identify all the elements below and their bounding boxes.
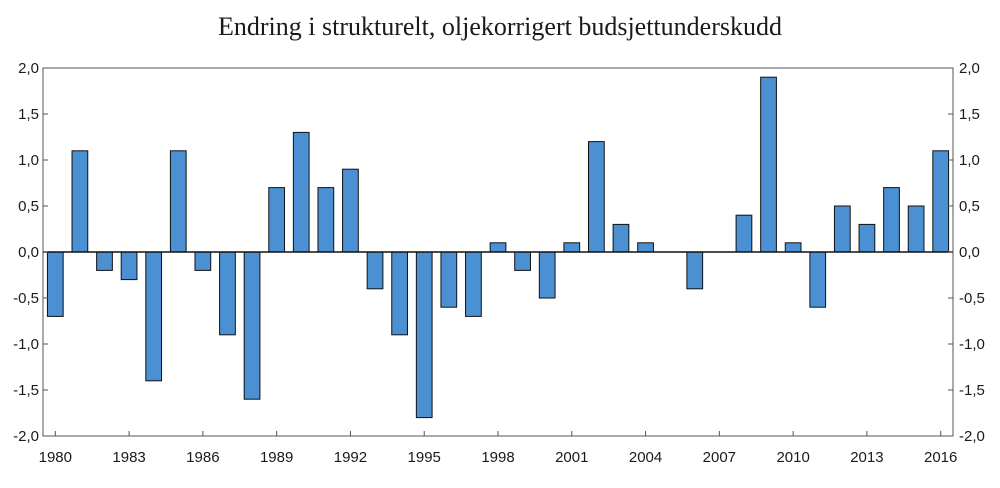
bar-2015 xyxy=(907,205,925,253)
x-tick-label-1989: 1989 xyxy=(260,449,293,466)
y-tick-label-left: 0,5 xyxy=(18,198,39,215)
bar-2011 xyxy=(809,251,827,308)
bar-1990 xyxy=(292,131,310,253)
bar-1992 xyxy=(342,168,359,253)
bar-2001 xyxy=(563,242,581,253)
bar-1985 xyxy=(169,150,187,253)
y-tick-label-right: -0,5 xyxy=(959,290,985,307)
bar-2004 xyxy=(637,242,654,253)
y-tick-label-right: -1,5 xyxy=(959,382,985,399)
x-tick-label-1995: 1995 xyxy=(408,449,441,466)
y-tick-label-left: 2,0 xyxy=(18,60,39,77)
y-tick-label-left: -2,0 xyxy=(13,428,39,445)
y-tick-label-left: 0,0 xyxy=(18,244,39,261)
y-tick-label-left: 1,0 xyxy=(18,152,39,169)
bar-2002 xyxy=(588,141,605,253)
bar-1993 xyxy=(366,251,384,290)
x-tick-label-1986: 1986 xyxy=(186,449,219,466)
bar-1987 xyxy=(219,251,236,336)
bar-1998 xyxy=(489,242,507,253)
y-tick-label-left: 1,5 xyxy=(18,106,39,123)
bar-1999 xyxy=(514,251,531,271)
y-tick-label-right: -2,0 xyxy=(959,428,985,445)
bar-1996 xyxy=(440,251,458,308)
bar-2000 xyxy=(538,251,556,299)
bars-group xyxy=(46,76,950,419)
x-tick-label-2013: 2013 xyxy=(850,449,883,466)
bar-1986 xyxy=(194,251,212,271)
bar-1983 xyxy=(120,251,138,281)
x-tick-label-1992: 1992 xyxy=(334,449,367,466)
x-tick-label-2007: 2007 xyxy=(703,449,736,466)
bar-1980 xyxy=(46,251,64,317)
y-tick-label-right: 1,5 xyxy=(959,106,980,123)
y-tick-label-right: -1,0 xyxy=(959,336,985,353)
y-tick-label-right: 1,0 xyxy=(959,152,980,169)
bar-1997 xyxy=(465,251,482,317)
bar-2009 xyxy=(760,76,777,253)
bar-2008 xyxy=(735,214,753,253)
y-tick-label-right: 0,5 xyxy=(959,198,980,215)
x-tick-label-2010: 2010 xyxy=(776,449,809,466)
x-tick-label-1998: 1998 xyxy=(481,449,514,466)
bar-2016 xyxy=(932,150,950,253)
y-tick-label-right: 2,0 xyxy=(959,60,980,77)
bar-2013 xyxy=(858,223,876,253)
bar-1982 xyxy=(96,251,113,271)
bar-1991 xyxy=(317,187,335,253)
x-tick-label-2016: 2016 xyxy=(924,449,957,466)
bar-1995 xyxy=(415,251,433,419)
bar-1984 xyxy=(145,251,163,382)
bar-1981 xyxy=(71,150,89,253)
x-axis-ticks-group: 1980 1983 1986 1989 1992 1995 1998 2001 2004 2007… xyxy=(39,431,957,466)
chart-title: Endring i strukturelt, oljekorrigert bud… xyxy=(218,12,782,41)
x-tick-label-2004: 2004 xyxy=(629,449,662,466)
x-tick-label-2001: 2001 xyxy=(555,449,588,466)
y-tick-label-left: -0,5 xyxy=(13,290,39,307)
y-axis-ticks-group: 2,0 2,0 1,5 1,5 1,0 1,0 0,5 0,5 0,0 0,0 -0,5 -0,5 -1… xyxy=(13,60,985,445)
bar-2014 xyxy=(883,187,900,253)
bar-2010 xyxy=(784,242,802,253)
bar-1989 xyxy=(268,187,286,253)
bar-2012 xyxy=(833,205,851,253)
x-tick-label-1980: 1980 xyxy=(39,449,72,466)
bar-2003 xyxy=(612,223,630,253)
bar-1988 xyxy=(243,251,261,400)
y-tick-label-left: -1,0 xyxy=(13,336,39,353)
y-tick-label-left: -1,5 xyxy=(13,382,39,399)
x-tick-label-1983: 1983 xyxy=(112,449,145,466)
bar-2006 xyxy=(686,251,704,290)
bar-1994 xyxy=(391,251,408,336)
y-tick-label-right: 0,0 xyxy=(959,244,980,261)
